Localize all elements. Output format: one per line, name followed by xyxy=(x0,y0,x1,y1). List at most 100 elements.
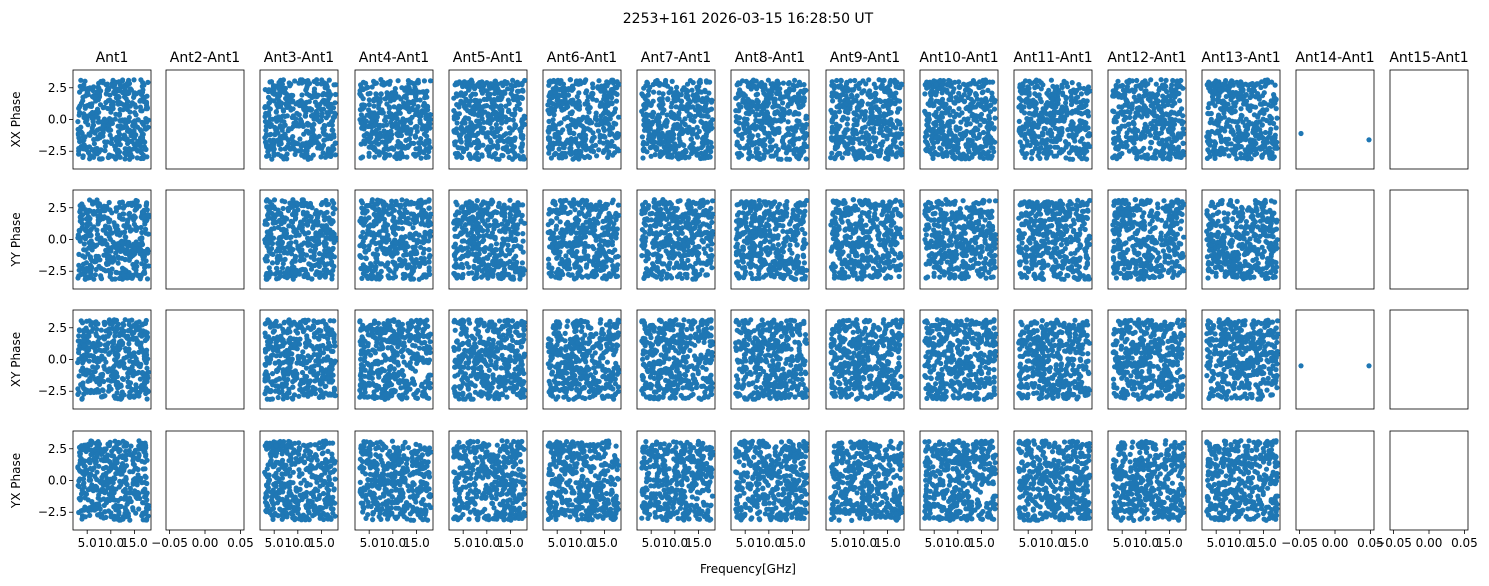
data-point xyxy=(379,394,385,400)
data-point xyxy=(94,444,100,450)
data-point xyxy=(96,85,102,91)
x-tick-label: 15.0 xyxy=(308,536,335,550)
data-point xyxy=(296,112,302,118)
data-point xyxy=(270,147,276,153)
data-point xyxy=(126,257,132,263)
data-point xyxy=(315,474,321,480)
data-point xyxy=(137,98,143,104)
data-point xyxy=(110,326,116,332)
data-point xyxy=(404,395,410,401)
data-point xyxy=(274,260,280,266)
data-point xyxy=(292,151,298,157)
data-point xyxy=(279,496,285,502)
data-point xyxy=(141,375,147,381)
data-point xyxy=(357,487,363,493)
data-point xyxy=(296,467,302,473)
data-point xyxy=(117,82,123,88)
data-point xyxy=(426,471,432,477)
data-point xyxy=(266,478,272,484)
data-point xyxy=(115,515,121,521)
data-point xyxy=(141,214,147,220)
data-point xyxy=(322,274,328,280)
data-point xyxy=(114,223,120,229)
data-point xyxy=(295,141,301,147)
data-point xyxy=(140,500,146,506)
data-point xyxy=(284,92,290,98)
data-point xyxy=(318,209,324,215)
data-point xyxy=(267,106,273,112)
data-point xyxy=(292,268,298,274)
data-point xyxy=(306,510,312,516)
data-point xyxy=(302,317,308,323)
data-point xyxy=(314,77,320,83)
data-point xyxy=(122,317,128,323)
data-point xyxy=(136,349,142,355)
data-point xyxy=(396,225,402,231)
data-point xyxy=(97,375,103,381)
data-point xyxy=(320,450,326,456)
data-point xyxy=(320,142,327,148)
data-point xyxy=(123,514,129,520)
data-point xyxy=(357,479,363,485)
data-point xyxy=(417,147,423,153)
data-point xyxy=(361,138,367,144)
data-point xyxy=(133,199,140,205)
data-point xyxy=(373,80,379,86)
y-tick-label: −2.5 xyxy=(38,505,67,519)
data-point xyxy=(131,133,137,139)
data-point xyxy=(105,215,111,222)
data-point xyxy=(265,342,271,348)
data-point xyxy=(378,216,384,222)
data-point xyxy=(134,124,141,130)
data-point xyxy=(122,268,128,274)
data-point xyxy=(88,268,94,274)
y-tick-label: −2.5 xyxy=(38,264,67,278)
data-point xyxy=(308,266,315,272)
data-point xyxy=(87,465,94,472)
data-point xyxy=(275,394,281,401)
data-point xyxy=(425,154,431,160)
data-point xyxy=(116,255,122,261)
data-point xyxy=(300,100,306,106)
data-point xyxy=(306,139,313,145)
data-point xyxy=(136,319,142,325)
data-point xyxy=(317,333,323,339)
data-point xyxy=(322,123,328,129)
data-point xyxy=(139,209,145,215)
data-point xyxy=(94,388,100,394)
data-point xyxy=(422,231,428,237)
data-point xyxy=(90,88,96,94)
data-point xyxy=(123,448,129,454)
data-point xyxy=(106,199,112,206)
data-point xyxy=(105,261,111,267)
data-point xyxy=(87,132,93,138)
data-point xyxy=(145,231,151,237)
data-point xyxy=(75,359,81,366)
data-point xyxy=(81,241,87,247)
data-point xyxy=(327,368,333,374)
data-point xyxy=(117,454,123,460)
data-point xyxy=(412,368,418,374)
data-point xyxy=(426,247,432,253)
data-point xyxy=(359,275,365,281)
data-point xyxy=(377,122,383,128)
x-tick-label: 5.0 xyxy=(78,536,97,550)
data-point xyxy=(419,381,425,387)
data-point xyxy=(102,393,108,399)
data-point xyxy=(265,214,271,220)
data-point xyxy=(105,377,111,383)
data-point xyxy=(318,117,324,123)
data-point xyxy=(286,126,292,132)
data-point xyxy=(286,141,292,147)
data-point xyxy=(126,249,132,255)
data-point xyxy=(113,269,119,275)
data-point xyxy=(300,349,306,355)
y-tick-label: −2.5 xyxy=(38,384,67,398)
data-point xyxy=(389,145,395,151)
data-point xyxy=(105,369,111,375)
data-point xyxy=(137,364,143,370)
data-point xyxy=(420,240,426,246)
data-point xyxy=(416,325,422,331)
data-point xyxy=(288,491,294,497)
data-point xyxy=(423,138,429,144)
